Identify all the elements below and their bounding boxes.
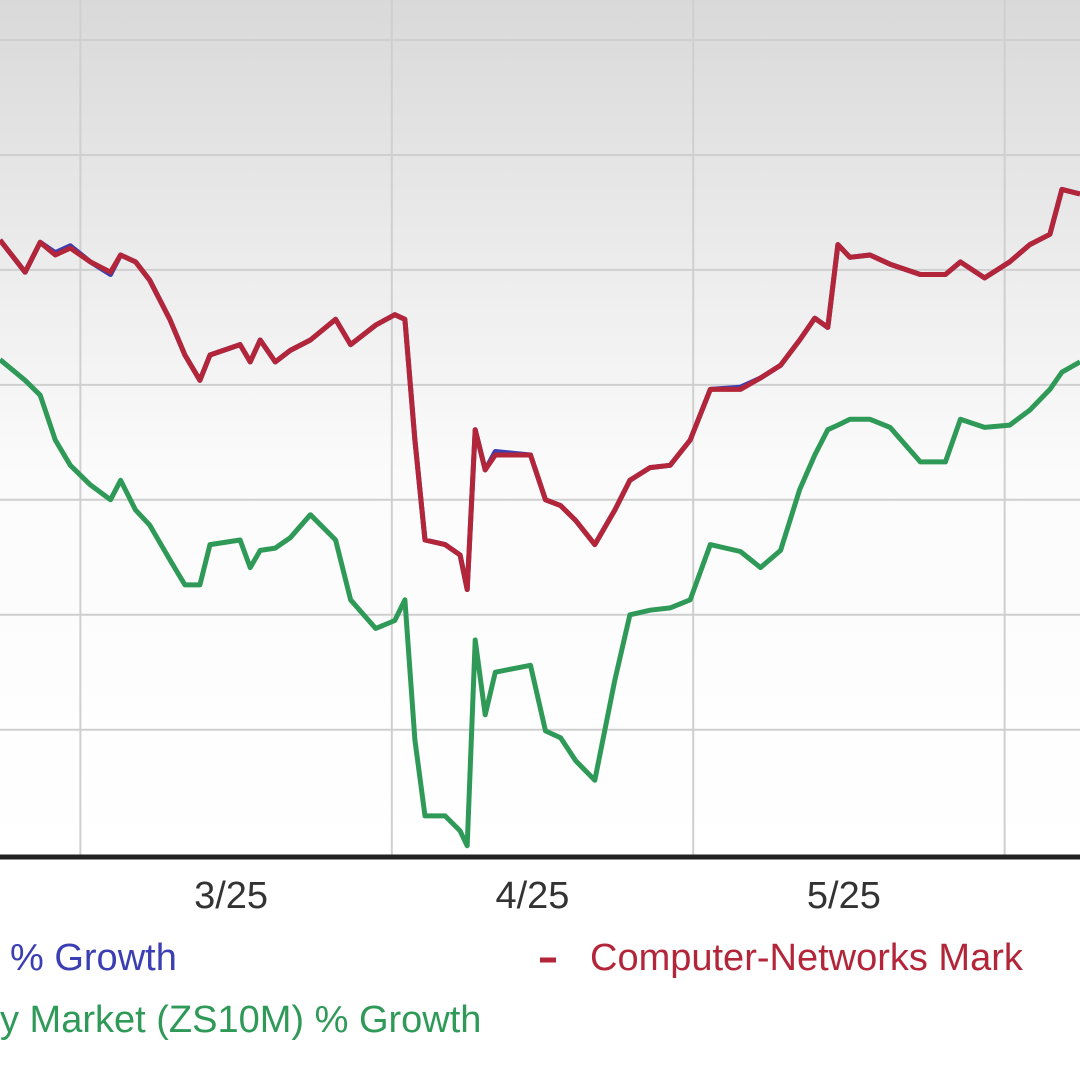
lines: [0, 186, 1080, 849]
legend-label: y Market (ZS10M) % Growth: [0, 999, 481, 1041]
plot-background: [0, 0, 1080, 857]
legend-label: % Growth: [10, 937, 177, 979]
x-tick-label: 4/25: [495, 875, 569, 917]
legend-label: Computer-Networks Mark: [590, 937, 1024, 979]
x-tick-label: 3/25: [194, 875, 268, 917]
x-tick-label: 5/25: [807, 875, 881, 917]
labels: 3/25 4/25 5/25 % Growth Computer-Networks Ma…: [0, 875, 1024, 1041]
series-line: [0, 357, 1080, 849]
grid: [0, 0, 1080, 857]
series-line: [0, 186, 1080, 592]
